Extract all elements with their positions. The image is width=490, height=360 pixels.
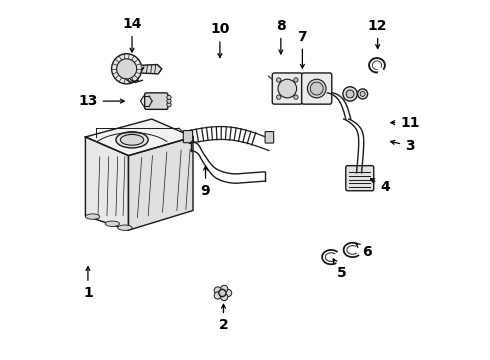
FancyBboxPatch shape (272, 73, 302, 104)
Circle shape (294, 78, 298, 82)
Ellipse shape (118, 225, 132, 230)
Circle shape (220, 285, 228, 292)
Circle shape (310, 82, 323, 95)
Circle shape (294, 95, 298, 99)
Circle shape (278, 79, 296, 98)
FancyBboxPatch shape (265, 132, 274, 143)
FancyBboxPatch shape (183, 131, 193, 143)
Circle shape (307, 79, 326, 98)
Polygon shape (142, 64, 162, 74)
Text: 12: 12 (368, 19, 388, 49)
Text: 13: 13 (78, 94, 124, 108)
Circle shape (343, 87, 357, 101)
Text: 7: 7 (297, 30, 307, 68)
FancyBboxPatch shape (346, 166, 374, 191)
Ellipse shape (105, 221, 120, 226)
Text: 3: 3 (391, 139, 415, 153)
Circle shape (112, 54, 142, 84)
Circle shape (167, 99, 171, 103)
Circle shape (220, 293, 228, 301)
Text: 9: 9 (201, 166, 210, 198)
Polygon shape (128, 137, 193, 230)
Circle shape (117, 59, 137, 79)
Ellipse shape (116, 132, 148, 148)
Circle shape (167, 103, 171, 107)
Circle shape (167, 95, 171, 100)
Polygon shape (85, 119, 193, 156)
FancyBboxPatch shape (145, 93, 168, 109)
Circle shape (358, 89, 368, 99)
Text: 14: 14 (122, 17, 142, 52)
Text: 1: 1 (83, 267, 93, 300)
Ellipse shape (85, 214, 100, 219)
Text: 11: 11 (391, 116, 420, 130)
FancyBboxPatch shape (302, 73, 332, 104)
Circle shape (276, 95, 281, 99)
Circle shape (360, 91, 365, 96)
Text: 4: 4 (370, 179, 390, 194)
Text: 6: 6 (356, 243, 372, 259)
Circle shape (219, 289, 226, 297)
Circle shape (346, 90, 354, 98)
Circle shape (214, 287, 221, 294)
Polygon shape (85, 137, 128, 230)
Circle shape (276, 78, 281, 82)
Text: 10: 10 (210, 22, 230, 58)
Circle shape (224, 289, 232, 297)
Text: 2: 2 (219, 304, 228, 332)
Text: 8: 8 (276, 19, 286, 54)
Ellipse shape (121, 134, 144, 145)
Circle shape (214, 292, 221, 299)
Text: 5: 5 (333, 259, 347, 280)
